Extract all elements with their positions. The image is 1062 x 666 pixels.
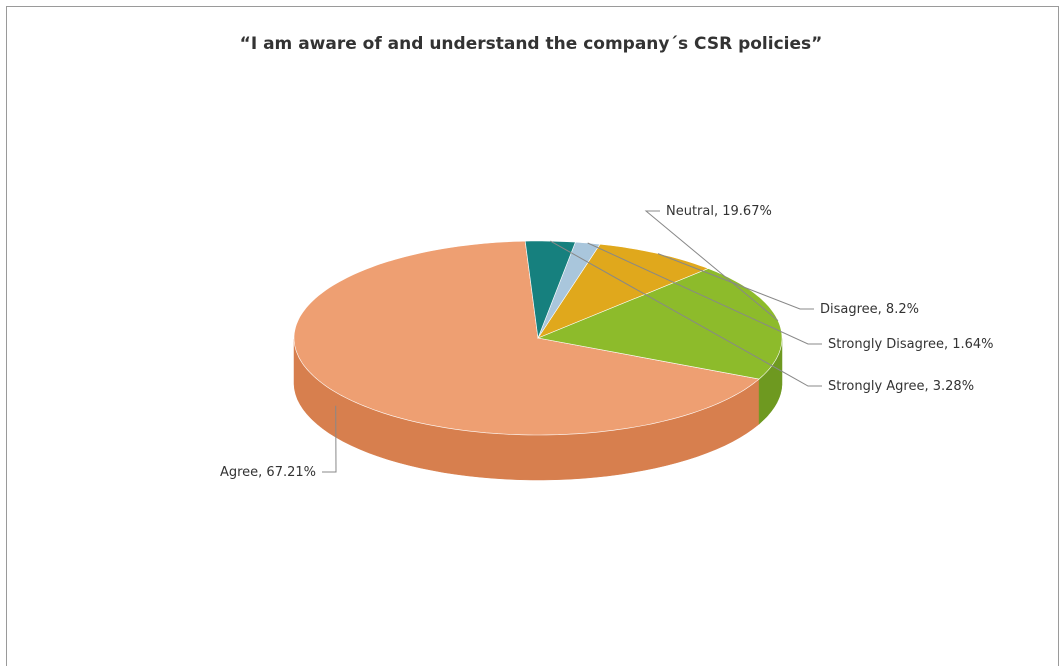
pie-slice-agree[interactable]	[293, 240, 760, 436]
leader-line	[657, 253, 814, 310]
pie-labels: Agree, 67.21% Neutral, 19.67% Disagree, 8.…	[220, 204, 994, 480]
leader-line	[550, 240, 822, 387]
leader-line	[587, 242, 822, 345]
pie-label-agree: Agree, 67.21%	[220, 465, 316, 480]
pie-label-neutral: Neutral, 19.67%	[666, 204, 772, 219]
pie-slice-disagree[interactable]	[537, 243, 710, 339]
leader-line	[644, 210, 779, 321]
pie-label-strongly-agree: Strongly Agree, 3.28%	[828, 379, 974, 394]
leader-line	[322, 405, 337, 473]
pie-label-disagree: Disagree, 8.2%	[820, 302, 919, 317]
chart-title: “I am aware of and understand the compan…	[239, 34, 823, 54]
pie-label-strongly-disagree: Strongly Disagree, 1.64%	[828, 337, 994, 352]
pie-slices	[293, 240, 783, 436]
